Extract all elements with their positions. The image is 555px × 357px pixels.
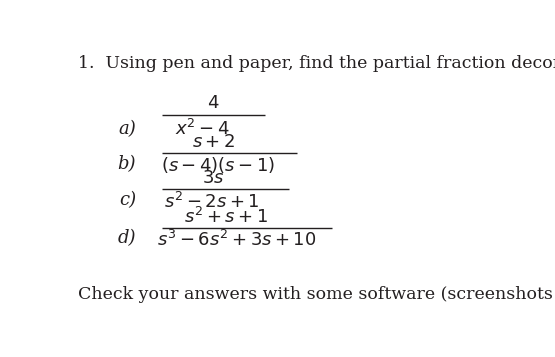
Text: a): a)	[118, 120, 136, 139]
Text: $3s$: $3s$	[202, 169, 225, 187]
Text: $s + 2$: $s + 2$	[192, 133, 235, 151]
Text: $4$: $4$	[207, 94, 220, 112]
Text: $s^3 - 6s^2 + 3s + 10$: $s^3 - 6s^2 + 3s + 10$	[158, 230, 317, 250]
Text: 1.  Using pen and paper, find the partial fraction decompositions: 1. Using pen and paper, find the partial…	[78, 55, 555, 72]
Text: $s^2 - 2s + 1$: $s^2 - 2s + 1$	[164, 191, 259, 211]
Text: b): b)	[118, 155, 136, 173]
Text: $s^2 + s + 1$: $s^2 + s + 1$	[184, 206, 269, 227]
Text: Check your answers with some software (screenshots!): Check your answers with some software (s…	[78, 286, 555, 303]
Text: $(s - 4)(s - 1)$: $(s - 4)(s - 1)$	[160, 155, 275, 175]
Text: d): d)	[118, 230, 136, 247]
Text: c): c)	[119, 191, 136, 209]
Text: $x^2 - 4$: $x^2 - 4$	[175, 119, 230, 140]
